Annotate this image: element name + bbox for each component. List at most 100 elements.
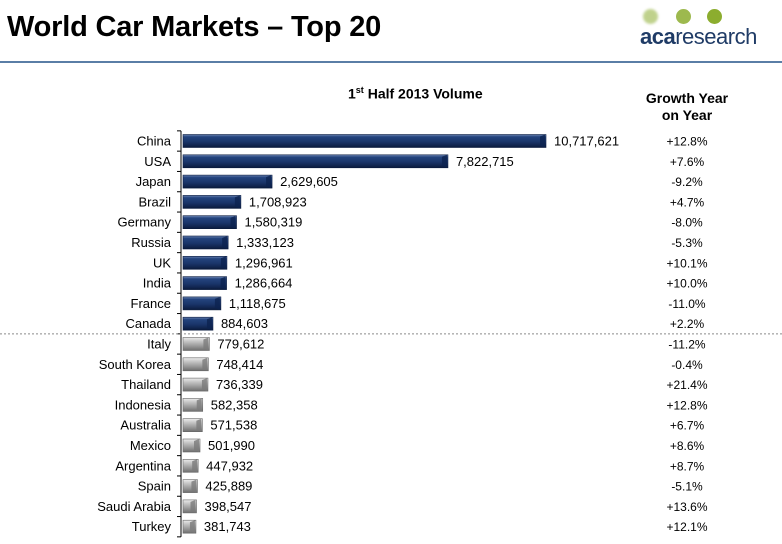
value-label: 779,612 <box>217 337 264 352</box>
category-label: Argentina <box>115 458 171 473</box>
value-label: 1,286,664 <box>235 276 293 291</box>
value-label: 571,538 <box>210 418 257 433</box>
category-label: USA <box>144 154 171 169</box>
value-label: 1,118,675 <box>229 296 286 311</box>
value-label: 736,339 <box>216 377 263 392</box>
growth-label: +21.4% <box>666 378 707 392</box>
chart-title-superscript: st <box>355 85 364 95</box>
bar-bevel <box>202 357 208 371</box>
bar-bevel <box>189 520 195 534</box>
bar-bevel <box>196 418 202 432</box>
growth-label: +4.7% <box>670 195 705 209</box>
growth-column-header: Growth Year on Year <box>632 90 742 124</box>
header-rule <box>0 61 782 63</box>
growth-label: +12.8% <box>666 135 707 149</box>
bar-bevel <box>220 276 226 290</box>
growth-label: -9.2% <box>671 175 703 189</box>
value-label: 1,580,319 <box>245 215 303 230</box>
bar-bevel <box>220 256 226 270</box>
bar-bevel <box>203 337 209 351</box>
bar <box>182 215 237 229</box>
category-label: Italy <box>147 337 171 352</box>
category-label: Thailand <box>121 377 171 392</box>
logo-text-regular: research <box>675 24 757 49</box>
bar <box>182 296 222 311</box>
category-label: Germany <box>118 215 172 230</box>
chart-title-suffix: Half 2013 Volume <box>363 85 483 102</box>
bar-bevel <box>234 195 240 209</box>
logo-dot-icon <box>643 9 658 24</box>
category-label: Spain <box>138 479 171 494</box>
bar-bevel <box>222 236 228 249</box>
bar <box>182 377 209 392</box>
growth-header-line-2: on Year <box>661 107 713 123</box>
category-label: Russia <box>131 235 172 250</box>
value-label: 748,414 <box>216 357 263 372</box>
bar <box>182 276 227 290</box>
category-label: Saudi Arabia <box>97 499 171 514</box>
value-label: 425,889 <box>205 479 252 494</box>
bar <box>182 316 214 331</box>
growth-label: +12.8% <box>666 398 707 412</box>
page-title: World Car Markets – Top 20 <box>7 11 382 43</box>
chart-title: 1st Half 2013 Volume <box>348 85 483 102</box>
bar <box>182 337 210 351</box>
bar <box>182 235 229 250</box>
growth-label: -0.4% <box>671 358 703 372</box>
chart-title-prefix: 1 <box>348 85 356 102</box>
category-label: China <box>137 134 172 149</box>
growth-label: +10.1% <box>666 256 707 270</box>
value-label: 447,932 <box>206 458 253 473</box>
bar-bevel <box>196 398 202 412</box>
growth-label: -11.0% <box>668 297 705 311</box>
category-label: Canada <box>125 316 171 331</box>
growth-label: +13.6% <box>666 500 707 514</box>
growth-label: -11.2% <box>668 338 705 352</box>
bar-bevel <box>540 134 545 148</box>
bar-bevel <box>206 317 212 331</box>
bar <box>182 195 242 209</box>
bar-bevel <box>192 459 198 473</box>
aca-research-logo: acaresearch <box>640 8 780 54</box>
bar <box>182 154 449 169</box>
logo-dot-icon <box>676 9 691 24</box>
growth-label: -5.1% <box>671 480 703 494</box>
bar <box>182 357 209 372</box>
bar-bevel <box>191 479 197 493</box>
value-label: 2,629,605 <box>280 174 338 189</box>
bar <box>182 134 547 148</box>
category-label: Australia <box>120 418 171 433</box>
growth-label: -5.3% <box>671 236 703 250</box>
growth-header-line-1: Growth Year <box>645 90 729 106</box>
bar-bevel <box>190 499 196 513</box>
growth-label: +10.0% <box>666 277 707 291</box>
logo-dot-icon <box>707 9 722 24</box>
value-label: 1,296,961 <box>235 255 293 270</box>
category-label: Mexico <box>130 438 171 453</box>
bar-bevel <box>194 439 200 452</box>
growth-label: -8.0% <box>671 216 703 230</box>
logo-text-bold: aca <box>640 24 676 49</box>
bar <box>182 174 273 189</box>
category-label: Japan <box>136 174 171 189</box>
category-label: Turkey <box>132 519 172 534</box>
growth-label: +6.7% <box>670 419 705 433</box>
value-label: 398,547 <box>204 499 251 514</box>
bar-bevel <box>230 215 236 229</box>
value-label: 10,717,621 <box>554 134 619 149</box>
category-label: South Korea <box>99 357 172 372</box>
growth-label: +7.6% <box>670 155 705 169</box>
bar <box>182 255 228 270</box>
growth-label: +8.7% <box>670 459 705 473</box>
category-label: Indonesia <box>115 397 172 412</box>
logo-text: acaresearch <box>640 24 757 50</box>
growth-label: +12.1% <box>666 520 707 534</box>
category-label: India <box>143 276 172 291</box>
bar-bevel <box>214 296 220 310</box>
value-label: 381,743 <box>204 519 251 534</box>
growth-label: +8.6% <box>670 439 705 453</box>
value-label: 501,990 <box>208 438 255 453</box>
bar-bevel <box>441 154 447 168</box>
value-label: 7,822,715 <box>456 154 514 169</box>
